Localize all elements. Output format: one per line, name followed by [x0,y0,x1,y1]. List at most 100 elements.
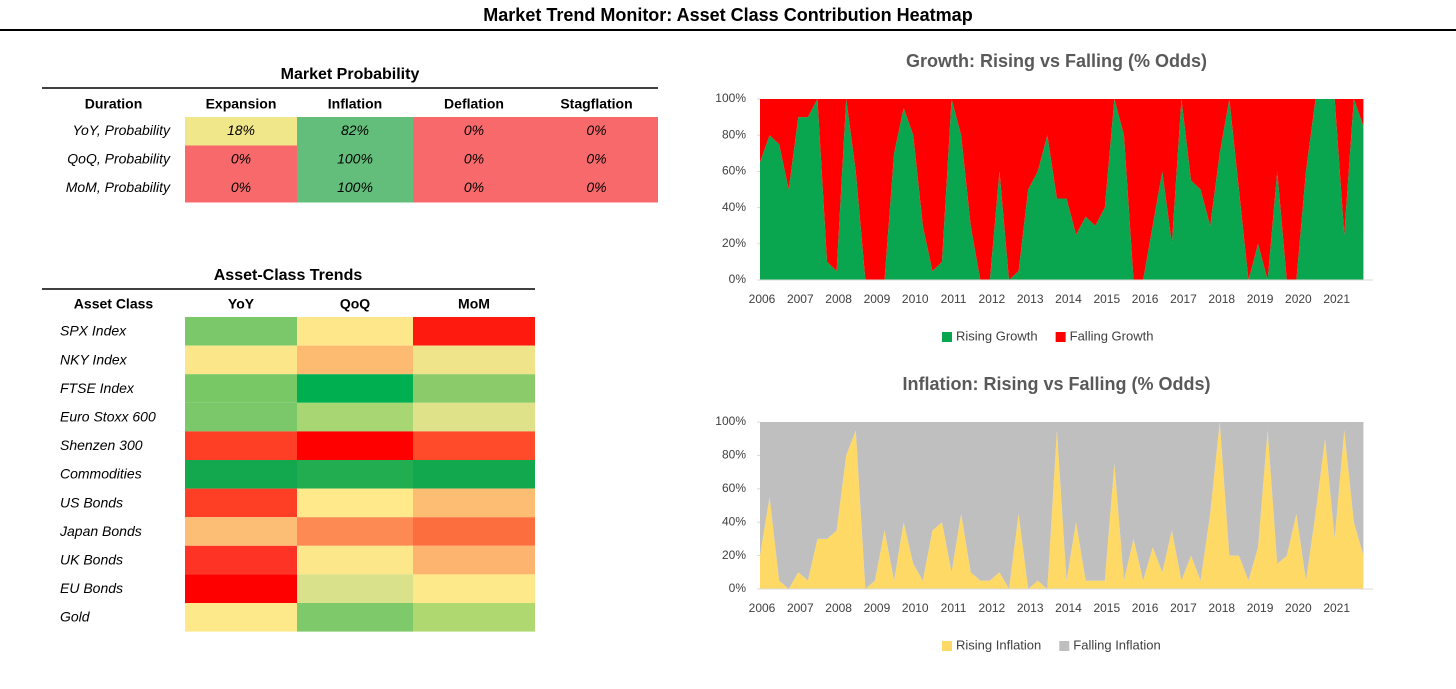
heat-cell [297,517,413,546]
table-title: Asset-Class Trends [214,267,363,284]
legend-label: Falling Growth [1070,328,1154,343]
chart-title: Growth: Rising vs Falling (% Odds) [906,51,1207,71]
y-tick-label: 80% [722,448,746,462]
heat-cell [185,574,297,603]
x-tick-label: 2019 [1247,292,1274,306]
x-tick-label: 2006 [749,601,776,615]
x-tick-label: 2018 [1208,292,1235,306]
x-tick-label: 2012 [979,292,1006,306]
heat-cell [413,431,535,460]
legend-swatch [942,332,952,342]
prob-value: 0% [464,151,484,167]
x-tick-label: 2017 [1170,292,1197,306]
heat-cell [185,431,297,460]
x-tick-label: 2006 [749,292,776,306]
prob-cell [185,145,297,174]
y-tick-label: 40% [722,200,746,214]
heat-cell [413,317,535,346]
legend-label: Rising Inflation [956,637,1041,652]
heat-cell [413,545,535,575]
row-label: UK Bonds [60,552,123,568]
row-label: FTSE Index [60,380,135,396]
heat-cell [413,402,535,432]
x-tick-label: 2011 [941,601,967,615]
heat-cell [297,603,413,632]
row-label: Euro Stoxx 600 [60,409,156,425]
x-tick-label: 2020 [1285,601,1312,615]
x-tick-label: 2008 [825,292,852,306]
x-tick-label: 2020 [1285,292,1312,306]
x-tick-label: 2015 [1093,292,1120,306]
legend-swatch [1055,332,1066,342]
x-tick-label: 2013 [1017,601,1044,615]
x-tick-label: 2007 [787,292,814,306]
row-label: SPX Index [60,323,127,339]
prob-value: 18% [227,122,255,138]
heat-cell [297,374,413,403]
x-tick-label: 2014 [1055,292,1082,306]
column-header: YoY [228,296,255,312]
heat-cell [297,345,413,375]
prob-value: 82% [341,122,369,138]
column-header: Stagflation [560,96,632,112]
x-tick-label: 2016 [1132,601,1159,615]
row-label: US Bonds [60,494,123,510]
prob-value: 0% [231,151,251,167]
row-label: MoM, Probability [66,179,171,195]
column-header: Expansion [206,96,277,112]
x-tick-label: 2009 [864,292,891,306]
x-tick-label: 2021 [1323,601,1350,615]
heat-cell [185,517,297,546]
prob-value: 0% [231,179,251,195]
x-tick-label: 2009 [864,601,891,615]
column-header: Inflation [328,96,382,112]
y-tick-label: 40% [722,514,746,528]
heat-cell [413,488,535,518]
heat-cell [297,574,413,603]
legend-label: Falling Inflation [1073,637,1160,652]
heat-cell [413,374,535,403]
legend-swatch [1059,641,1070,651]
x-tick-label: 2014 [1055,601,1082,615]
prob-cell [185,117,297,146]
legend-swatch [942,641,952,651]
column-header: Deflation [444,96,504,112]
row-label: Japan Bonds [59,523,142,539]
prob-cell [297,145,413,174]
row-label: QoQ, Probability [67,151,171,167]
heat-cell [185,545,297,575]
prob-cell [297,174,413,203]
heat-cell [185,402,297,432]
row-label: YoY, Probability [72,122,171,138]
legend-label: Rising Growth [956,328,1038,343]
x-tick-label: 2007 [787,601,814,615]
heat-cell [297,431,413,460]
prob-cell [297,117,413,146]
heat-cell [413,517,535,546]
column-header: QoQ [340,296,370,312]
heat-cell [297,317,413,346]
y-tick-label: 100% [715,414,746,428]
heat-cell [185,345,297,375]
y-tick-label: 0% [729,581,747,595]
row-label: Gold [60,609,91,625]
prob-cell [413,145,535,174]
x-tick-label: 2019 [1247,601,1274,615]
prob-cell [535,174,658,203]
heat-cell [185,374,297,403]
heat-cell [185,317,297,346]
heat-cell [413,603,535,632]
row-label: EU Bonds [60,580,123,596]
area [760,99,1364,280]
prob-value: 0% [464,179,484,195]
heat-cell [185,603,297,632]
x-tick-label: 2013 [1017,292,1044,306]
row-label: Commodities [60,466,142,482]
y-tick-label: 0% [729,272,747,286]
x-tick-label: 2011 [941,292,967,306]
x-tick-label: 2010 [902,292,929,306]
heat-cell [413,574,535,603]
row-label: Shenzen 300 [60,437,143,453]
prob-value: 0% [586,179,606,195]
